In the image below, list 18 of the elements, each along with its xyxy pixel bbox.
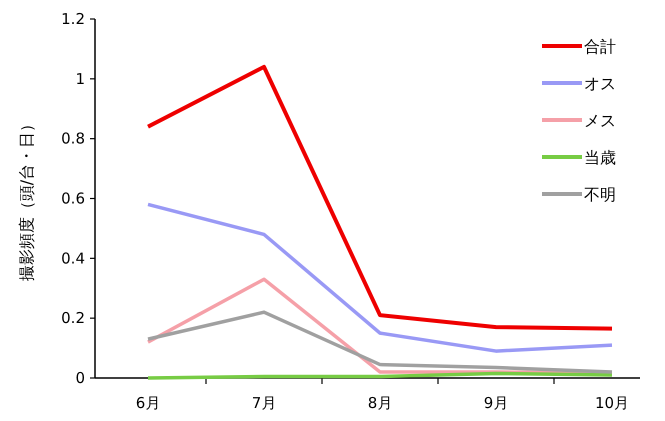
legend-label: メス: [584, 111, 616, 130]
legend-label: 合計: [584, 37, 616, 56]
y-tick-label: 0.6: [61, 190, 85, 208]
legend-label: 不明: [584, 185, 616, 204]
y-tick-label: 0.4: [61, 249, 85, 268]
x-tick-label: 9月: [484, 394, 508, 412]
legend-label: 当歳: [584, 148, 616, 167]
x-tick-label: 10月: [594, 394, 630, 412]
y-tick-label: 0: [75, 369, 85, 387]
x-tick-label: 6月: [136, 394, 160, 412]
x-tick-label: 7月: [252, 394, 276, 412]
y-axis-title: 撮影頻度（頭/台・日）: [17, 116, 36, 282]
y-tick-label: 0.8: [61, 130, 85, 148]
y-tick-label: 1: [75, 70, 85, 88]
y-tick-label: 0.2: [61, 309, 85, 328]
x-tick-label: 8月: [368, 394, 392, 412]
y-tick-label: 1.2: [61, 10, 85, 28]
legend-label: オス: [584, 74, 616, 93]
